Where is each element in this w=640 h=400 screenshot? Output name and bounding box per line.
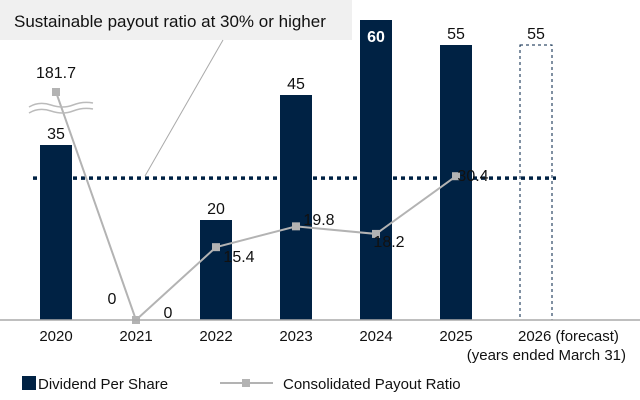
x-tick-label: 2024 xyxy=(359,328,392,345)
payout-line xyxy=(55,91,457,322)
annotation-text: Sustainable payout ratio at 30% or highe… xyxy=(14,12,326,31)
payout-label: 19.8 xyxy=(303,212,334,229)
bar-label-zero: 0 xyxy=(108,291,117,308)
legend-line-marker xyxy=(242,379,250,387)
payout-point xyxy=(452,172,460,181)
bar xyxy=(200,220,232,320)
bar xyxy=(280,95,312,320)
x-tick-label: 2021 xyxy=(119,328,152,345)
x-tick-label: 2022 xyxy=(199,328,232,345)
x-tick-label: 2026 (forecast) xyxy=(518,328,619,345)
payout-point xyxy=(292,222,300,231)
bar-label: 55 xyxy=(527,26,545,43)
bar-label: 35 xyxy=(47,126,65,143)
payout-label: 30.4 xyxy=(457,168,488,185)
bar xyxy=(40,145,72,320)
x-tick-label: 2023 xyxy=(279,328,312,345)
x-axis-note: (years ended March 31) xyxy=(467,347,626,364)
legend-dividend: Dividend Per Share xyxy=(38,376,168,393)
payout-label: 15.4 xyxy=(223,249,254,266)
payout-point xyxy=(52,88,60,96)
bar-label: 60 xyxy=(367,29,385,46)
axis-break-mark xyxy=(28,107,94,114)
legend-bar-swatch xyxy=(22,376,36,390)
payout-label: 18.2 xyxy=(373,234,404,251)
bar-label: 20 xyxy=(207,201,225,218)
bar xyxy=(440,45,472,320)
bar xyxy=(360,20,392,320)
annotation-box xyxy=(0,0,352,40)
bar-forecast xyxy=(519,44,553,321)
payout-label: 181.7 xyxy=(36,65,76,82)
annotation-leader-line xyxy=(144,39,224,177)
payout-label: 0 xyxy=(164,305,173,322)
payout-point xyxy=(372,229,380,238)
legend-payout: Consolidated Payout Ratio xyxy=(283,376,461,393)
x-tick-label: 2025 xyxy=(439,328,472,345)
x-tick-label: 2020 xyxy=(39,328,72,345)
bar-label: 45 xyxy=(287,76,305,93)
payout-point xyxy=(212,243,220,252)
bar-label: 55 xyxy=(447,26,465,43)
axis-break-mark xyxy=(28,101,94,108)
